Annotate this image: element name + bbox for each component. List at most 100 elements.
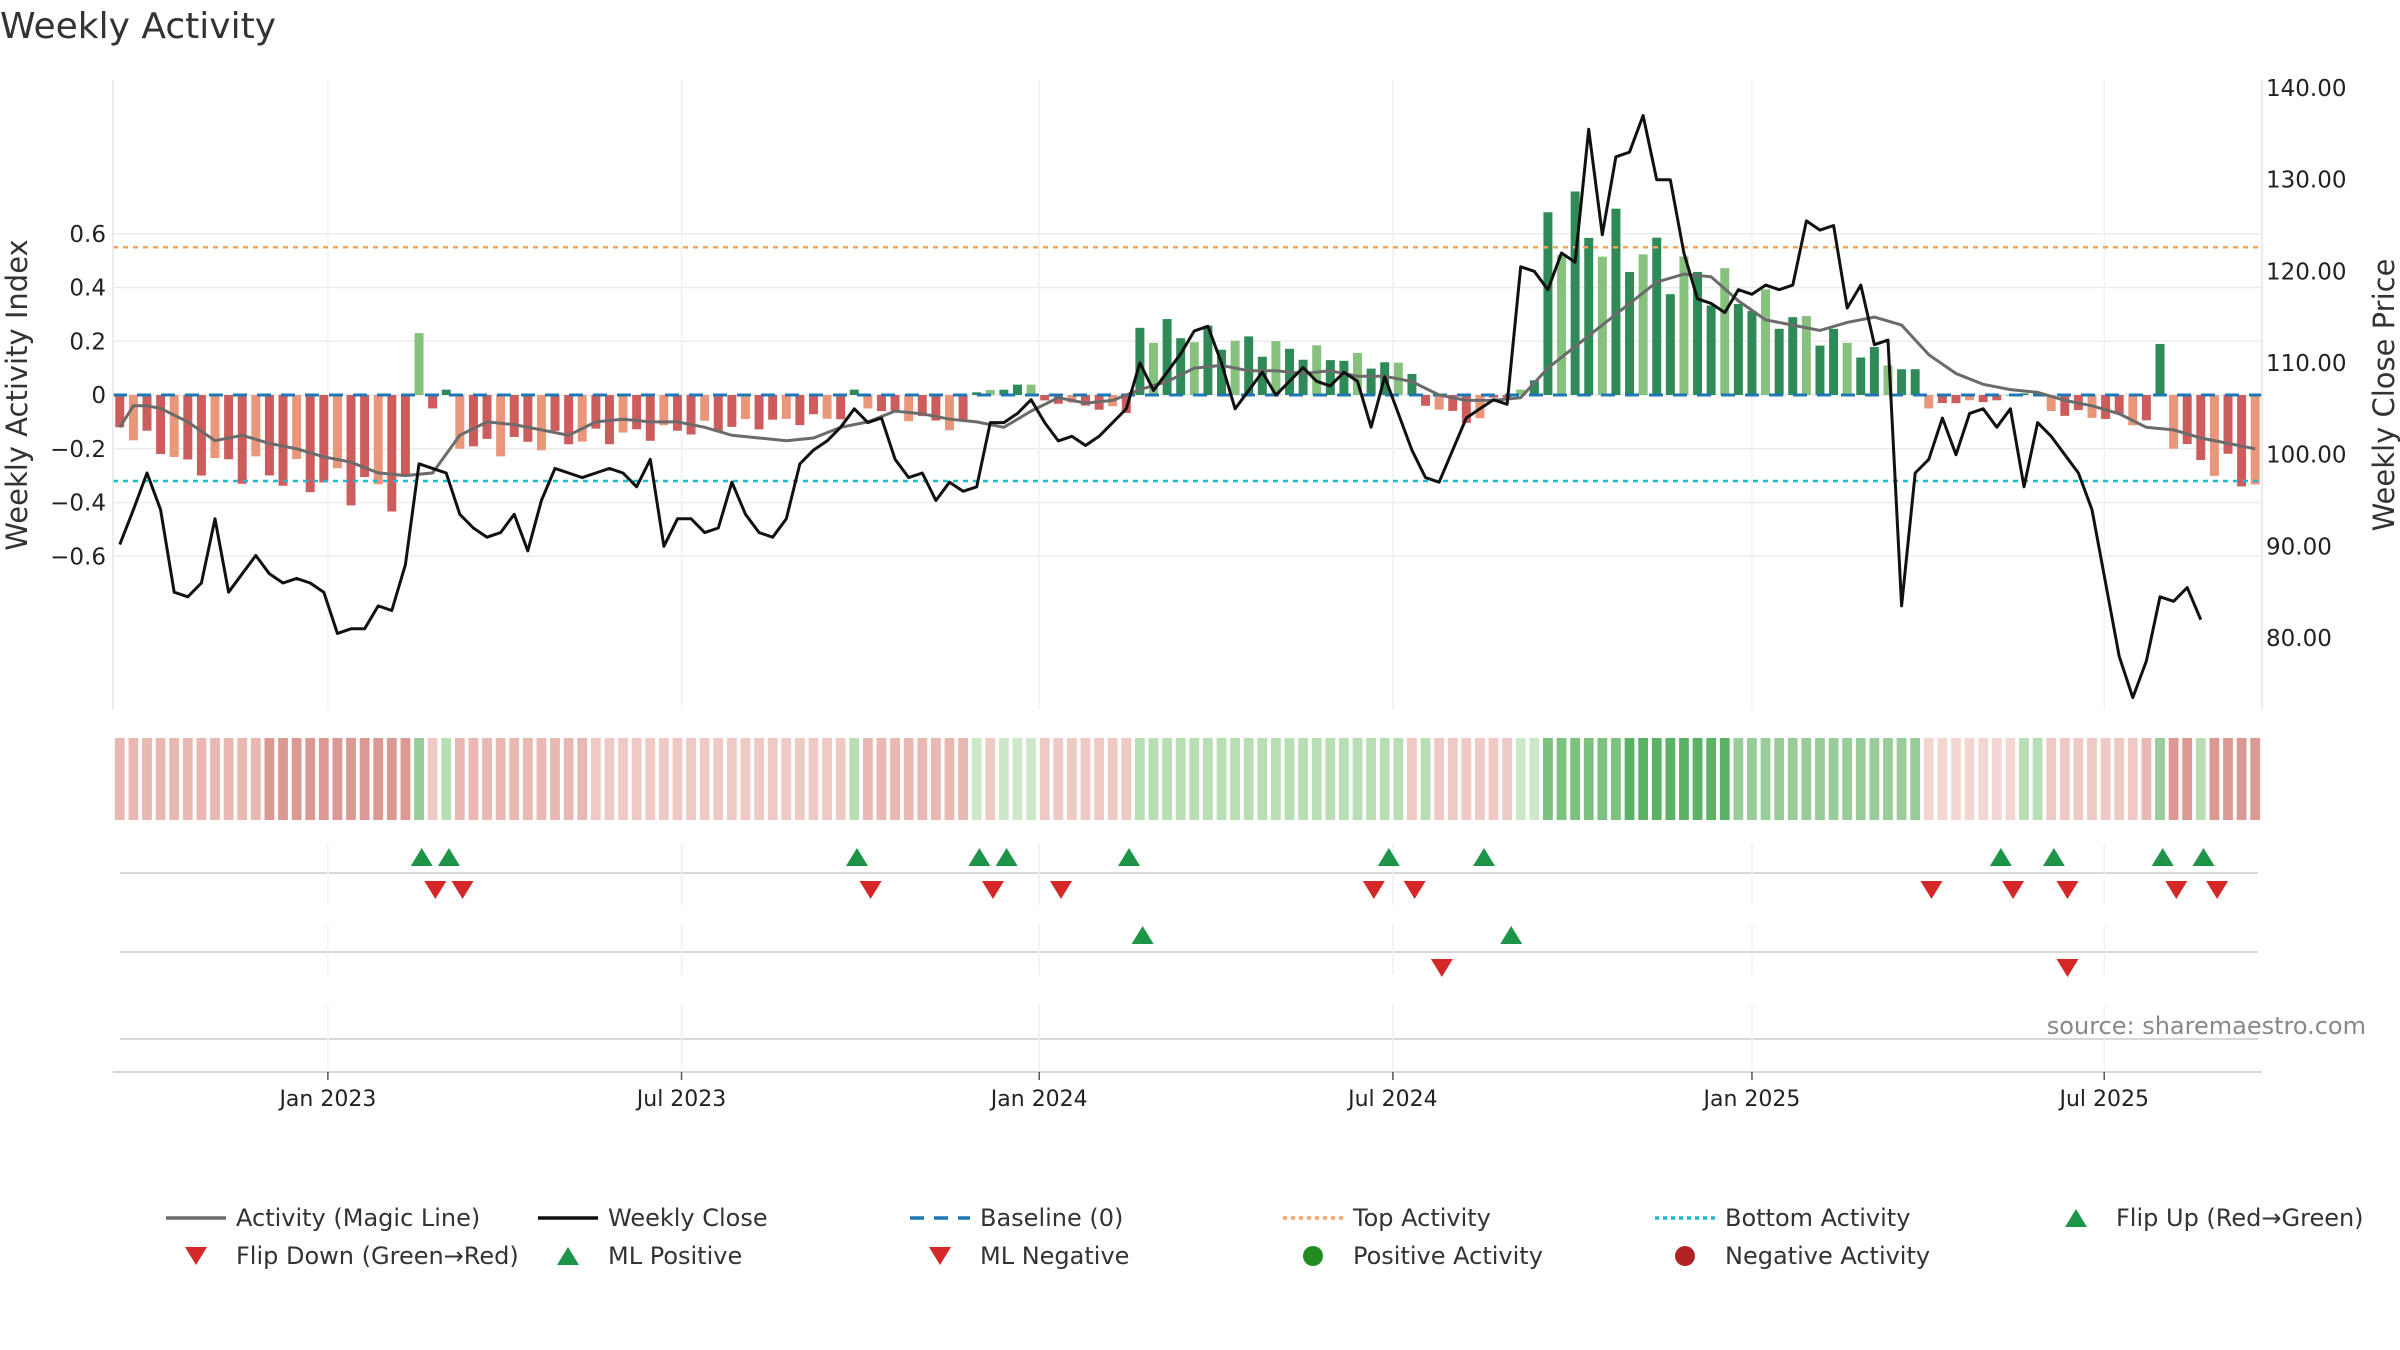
strip-tile <box>1747 738 1757 820</box>
legend-item: Activity (Magic Line) <box>166 1204 480 1232</box>
legend-item: Flip Down (Green→Red) <box>185 1242 519 1270</box>
activity-bar <box>400 395 410 475</box>
activity-bar <box>917 395 927 417</box>
ml-positive-marker <box>1131 926 1154 944</box>
strip-tile <box>862 738 873 820</box>
strip-tile <box>2127 738 2138 820</box>
activity-bar <box>958 395 968 421</box>
magic-line <box>118 272 2256 478</box>
legend-label: Weekly Close <box>608 1204 768 1232</box>
activity-bar <box>1747 310 1757 395</box>
activity-bar <box>1353 352 1363 395</box>
strip-tile <box>1583 738 1594 820</box>
y-tick-right: 110.00 <box>2266 351 2346 377</box>
activity-bar <box>795 395 805 426</box>
flip-up-marker <box>2192 848 2215 866</box>
activity-bar <box>1910 369 1920 395</box>
flip-up-marker <box>2042 848 2065 866</box>
activity-bar <box>564 395 574 445</box>
activity-bar <box>1883 365 1893 395</box>
legend-item: Negative Activity <box>1675 1242 1930 1270</box>
activity-bar <box>1774 328 1784 395</box>
flip-up-marker <box>1989 848 2012 866</box>
signal-panels <box>113 843 2262 1073</box>
strip-tile <box>849 738 860 820</box>
activity-bar <box>1665 294 1675 395</box>
strip-tile <box>1937 738 1948 820</box>
activity-bar <box>904 395 914 422</box>
strip-tile <box>822 738 832 820</box>
activity-bar <box>128 395 138 441</box>
activity-bar <box>1162 319 1172 395</box>
activity-bar <box>577 395 587 442</box>
strip-tile <box>1053 738 1064 820</box>
strip-tile <box>1815 738 1825 820</box>
activity-bar <box>985 389 995 395</box>
activity-bar <box>1951 395 1961 404</box>
flip-down-marker <box>451 881 474 899</box>
strip-tile <box>386 738 397 820</box>
strip-tile <box>2168 738 2179 820</box>
activity-bar <box>1761 289 1771 395</box>
flip-up-marker <box>845 848 868 866</box>
activity-bar <box>1040 395 1050 401</box>
activity-bar <box>1638 254 1648 395</box>
activity-bar <box>142 395 152 431</box>
y-tick-right: 120.00 <box>2266 259 2346 285</box>
activity-bar <box>1067 395 1077 403</box>
y-tick-left: −0.6 <box>50 544 106 570</box>
activity-bar <box>156 395 166 455</box>
activity-bar <box>237 395 247 484</box>
strip-tile <box>1475 738 1485 820</box>
strip-tile <box>1991 738 2002 820</box>
legend-item: Positive Activity <box>1303 1242 1543 1270</box>
strip-tile <box>1787 738 1798 820</box>
strip-tile <box>2195 738 2206 820</box>
activity-bar <box>836 395 846 420</box>
activity-bar <box>509 395 519 437</box>
strip-tile <box>2005 738 2016 820</box>
flip-down-marker <box>2206 881 2229 899</box>
strip-tile <box>1855 738 1866 820</box>
activity-bar <box>659 395 669 426</box>
activity-bar <box>1298 359 1308 395</box>
flip-down-marker <box>859 881 882 899</box>
legend-label: Activity (Magic Line) <box>236 1204 480 1232</box>
activity-bar <box>1543 212 1553 395</box>
activity-bar <box>713 395 723 432</box>
activity-bar <box>455 395 465 449</box>
flip-down-marker <box>2165 881 2188 899</box>
legend-item: Weekly Close <box>538 1204 768 1232</box>
strip-tile <box>1325 738 1336 820</box>
legend-down-triangle <box>929 1247 951 1265</box>
strip-tile <box>1692 738 1703 820</box>
strip-tile <box>359 738 370 820</box>
legend-label: Flip Down (Green→Red) <box>236 1242 519 1270</box>
legend-label: Positive Activity <box>1353 1242 1543 1270</box>
activity-bar <box>849 389 859 395</box>
strip-tile <box>1012 738 1023 820</box>
x-tick-label: Jul 2025 <box>2057 1087 2149 1112</box>
strip-tile <box>1461 738 1472 820</box>
activity-bar <box>1869 347 1879 395</box>
strip-tile <box>713 738 724 820</box>
strip-tile <box>1257 738 1268 820</box>
activity-bar <box>2209 395 2219 476</box>
legend-dot <box>1303 1246 1323 1266</box>
activity-bar <box>808 395 818 415</box>
strip-tile <box>1447 738 1458 820</box>
weekly-close-line <box>118 114 2203 700</box>
activity-bar <box>1081 395 1090 406</box>
flip-up-marker <box>437 848 460 866</box>
activity-bar <box>890 395 900 411</box>
activity-bar <box>536 395 546 451</box>
activity-bar <box>1570 191 1580 395</box>
activity-bar <box>115 395 125 428</box>
strip-tile <box>509 738 520 820</box>
strip-tile <box>2236 738 2247 820</box>
strip-tile <box>1230 738 1241 820</box>
y-tick-left: 0.2 <box>69 329 106 355</box>
activity-bar <box>1149 342 1158 395</box>
strip-tile <box>482 738 492 820</box>
strip-tile <box>1665 738 1676 820</box>
